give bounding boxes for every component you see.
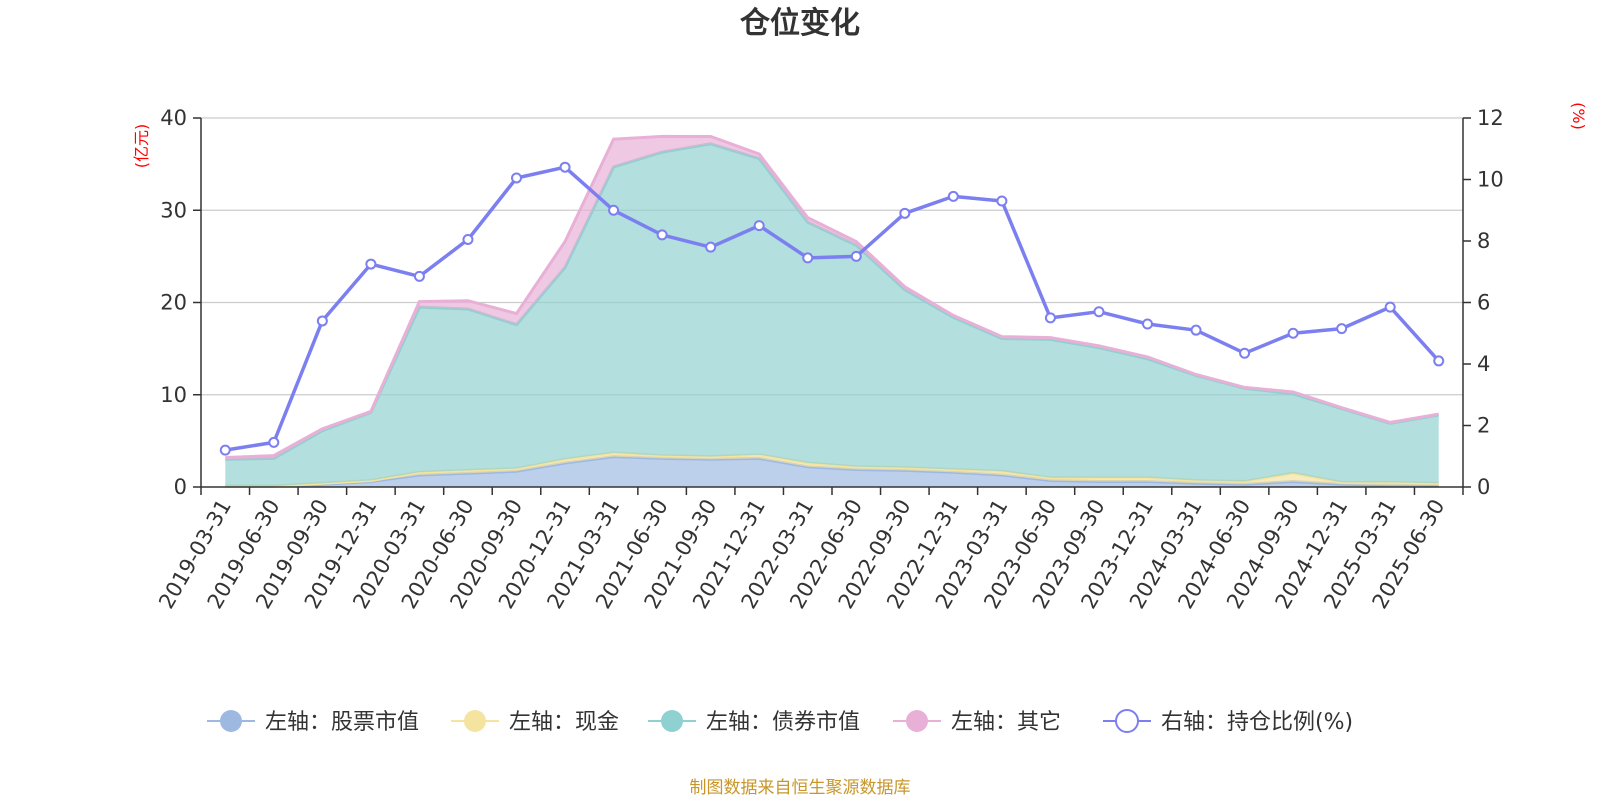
ratio-point bbox=[1093, 306, 1105, 318]
ratio-point bbox=[559, 161, 571, 173]
left-tick-label: 30 bbox=[160, 198, 187, 222]
ratio-point bbox=[1433, 355, 1445, 367]
ratio-point bbox=[1142, 318, 1153, 330]
legend-item: 左轴：其它 bbox=[893, 710, 1061, 735]
legend-label: 左轴：现金 bbox=[509, 710, 619, 735]
ratio-point bbox=[705, 241, 717, 253]
chart-title: 仓位变化 bbox=[740, 6, 860, 41]
ratio-point bbox=[850, 250, 862, 262]
right-tick-label: 6 bbox=[1477, 291, 1490, 315]
ratio-point bbox=[1336, 323, 1348, 335]
ratio-point bbox=[1287, 327, 1299, 339]
legend-marker-icon bbox=[464, 710, 486, 732]
left-tick-label: 10 bbox=[160, 383, 187, 407]
legend-marker-icon bbox=[661, 710, 683, 732]
ratio-point bbox=[413, 270, 425, 282]
legend-label: 右轴：持仓比例(%) bbox=[1161, 710, 1353, 735]
ratio-point bbox=[365, 258, 377, 270]
legend-marker-icon bbox=[220, 710, 242, 732]
right-tick-label: 12 bbox=[1477, 106, 1504, 130]
ratio-line-path bbox=[225, 165, 1440, 452]
ratio-point bbox=[268, 436, 280, 448]
left-tick-label: 0 bbox=[174, 475, 187, 499]
area-edge-4 bbox=[225, 134, 1439, 459]
area-1 bbox=[225, 456, 1439, 487]
ratio-point bbox=[316, 315, 328, 327]
ratio-point bbox=[511, 172, 522, 184]
ratio-point bbox=[219, 444, 231, 456]
legend-label: 左轴：债券市值 bbox=[706, 710, 860, 735]
legend-item: 右轴：持仓比例(%) bbox=[1103, 709, 1353, 735]
ratio-point bbox=[1239, 347, 1251, 359]
ratio-line bbox=[219, 161, 1445, 456]
right-tick-label: 4 bbox=[1477, 352, 1490, 376]
ratio-point bbox=[608, 204, 620, 216]
ratio-point bbox=[1190, 324, 1202, 336]
legend-marker-icon bbox=[1115, 709, 1139, 733]
legend-item: 左轴：债券市值 bbox=[648, 710, 860, 735]
legend-item: 左轴：股票市值 bbox=[207, 710, 419, 735]
ratio-point bbox=[802, 252, 814, 264]
left-axis-unit: (亿元) bbox=[132, 124, 151, 169]
area-3 bbox=[225, 143, 1439, 487]
left-tick-label: 40 bbox=[160, 106, 187, 130]
legend-marker-icon bbox=[906, 710, 928, 732]
data-source-note: 制图数据来自恒生聚源数据库 bbox=[690, 778, 911, 798]
legend-label: 左轴：股票市值 bbox=[265, 710, 419, 735]
right-tick-label: 0 bbox=[1477, 475, 1490, 499]
ratio-point bbox=[1044, 312, 1056, 324]
right-tick-label: 8 bbox=[1477, 229, 1490, 253]
ratio-point bbox=[656, 229, 668, 241]
ratio-point bbox=[753, 220, 765, 232]
legend: 左轴：股票市值 左轴：现金 左轴：债券市值 左轴：其它 右轴：持仓比例(%) bbox=[207, 709, 1353, 735]
ratio-point bbox=[947, 190, 959, 202]
ratio-point bbox=[996, 195, 1008, 207]
legend-label: 左轴：其它 bbox=[951, 710, 1061, 735]
stacked-areas bbox=[225, 134, 1439, 488]
left-tick-label: 20 bbox=[160, 291, 187, 315]
right-tick-label: 10 bbox=[1477, 168, 1504, 192]
ratio-point bbox=[1384, 301, 1396, 313]
ratio-point bbox=[462, 233, 474, 245]
right-axis-unit: (%) bbox=[1569, 102, 1588, 130]
right-tick-label: 2 bbox=[1477, 414, 1490, 438]
legend-item: 左轴：现金 bbox=[451, 710, 619, 735]
ratio-point bbox=[899, 207, 911, 219]
